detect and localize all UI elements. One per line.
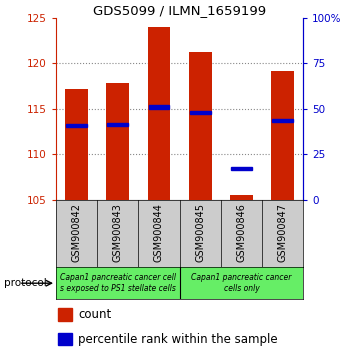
Bar: [230, 195, 253, 200]
Bar: [58, 308, 72, 321]
Bar: [149, 105, 169, 109]
Text: GSM900845: GSM900845: [195, 203, 205, 262]
Text: percentile rank within the sample: percentile rank within the sample: [78, 333, 278, 346]
Text: GSM900843: GSM900843: [113, 203, 123, 262]
Bar: [189, 52, 212, 200]
Text: GSM900844: GSM900844: [154, 203, 164, 262]
Text: count: count: [78, 308, 112, 321]
Bar: [65, 89, 88, 200]
Bar: [231, 166, 252, 170]
Title: GDS5099 / ILMN_1659199: GDS5099 / ILMN_1659199: [93, 4, 266, 17]
Text: GSM900842: GSM900842: [71, 203, 82, 262]
Bar: [108, 123, 128, 126]
Text: protocol: protocol: [4, 278, 46, 288]
Text: Capan1 pancreatic cancer cell
s exposed to PS1 stellate cells: Capan1 pancreatic cancer cell s exposed …: [60, 274, 176, 293]
Bar: [190, 111, 210, 114]
Bar: [58, 333, 72, 346]
Bar: [272, 119, 293, 122]
Text: GSM900846: GSM900846: [236, 203, 247, 262]
Bar: [106, 83, 129, 200]
Bar: [66, 124, 87, 127]
Text: GSM900847: GSM900847: [278, 203, 288, 262]
Bar: [271, 70, 294, 200]
Bar: [148, 27, 170, 200]
Text: Capan1 pancreatic cancer
cells only: Capan1 pancreatic cancer cells only: [191, 274, 292, 293]
